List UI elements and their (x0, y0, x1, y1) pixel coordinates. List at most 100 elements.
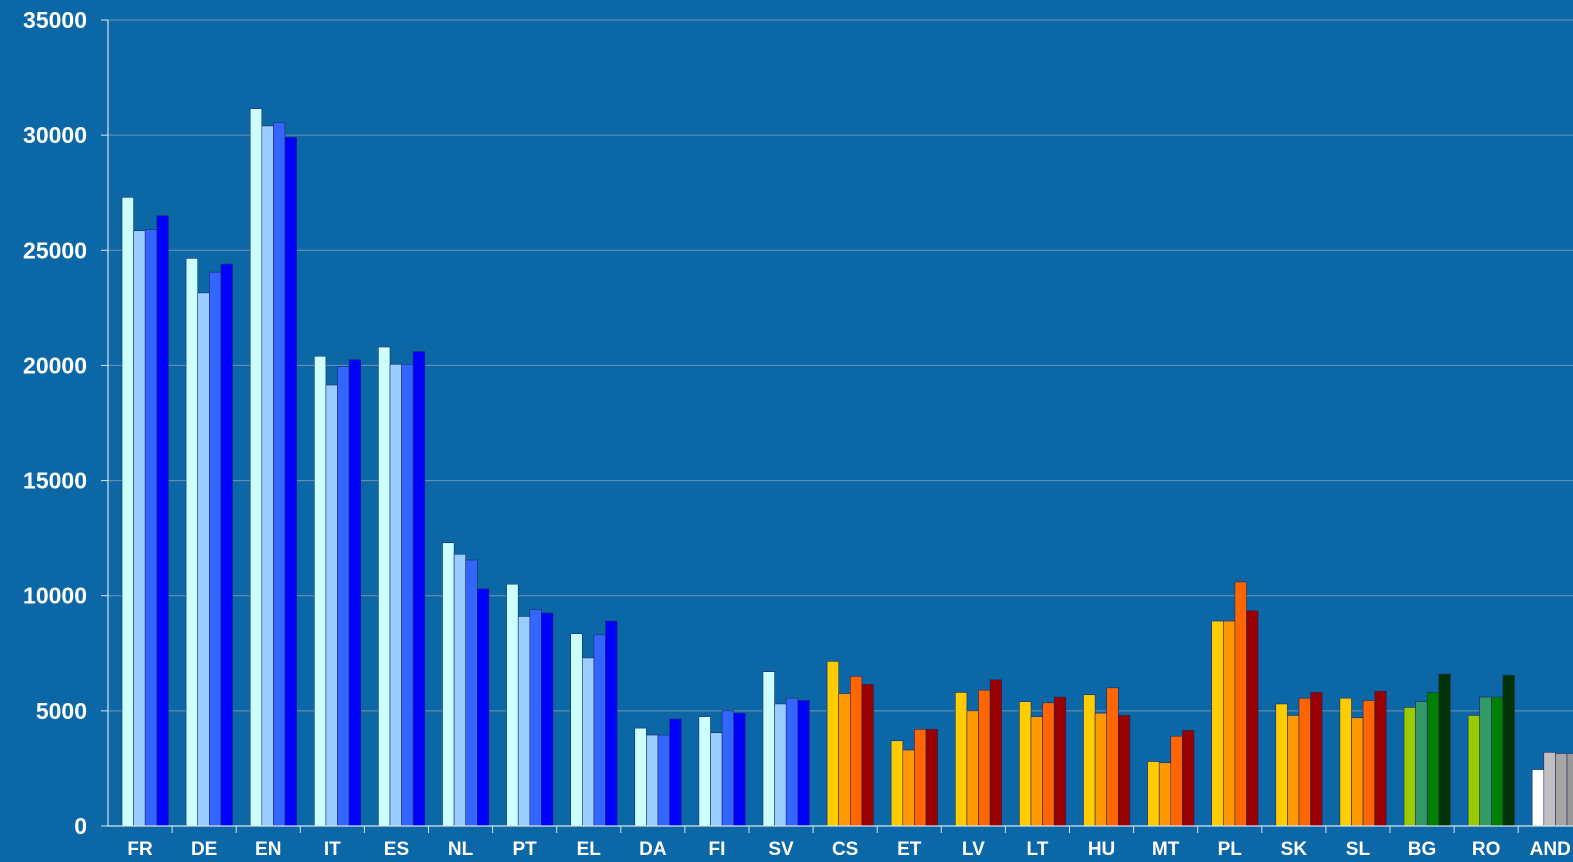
bar-fi-4 (733, 712, 746, 827)
bar-da-2 (646, 734, 659, 827)
bar-sl-2 (1351, 717, 1364, 827)
y-tick-label: 0 (74, 813, 87, 839)
bar-lv-1 (954, 692, 968, 827)
bar-sl-4 (1374, 690, 1387, 827)
bar-hu-2 (1094, 712, 1107, 827)
x-tick-label: DE (191, 839, 217, 860)
bar-lt-4 (1053, 696, 1067, 827)
bar-lt-2 (1030, 716, 1043, 827)
x-tick-label: ES (384, 839, 409, 860)
bar-sv-4 (797, 700, 810, 827)
bar-el-3 (593, 634, 606, 827)
bar-pl-2 (1223, 620, 1236, 827)
x-tick-label: EL (577, 839, 602, 860)
x-tick-label: DA (639, 839, 667, 860)
bar-da-1 (634, 727, 647, 827)
bar-cs-1 (826, 661, 839, 827)
x-tick-label: RO (1472, 839, 1501, 860)
x-tick-label: EN (255, 839, 281, 860)
bar-sk-3 (1298, 697, 1311, 827)
bar-lv-4 (989, 679, 1002, 827)
bar-mt-1 (1147, 761, 1160, 827)
axes (101, 19, 1573, 833)
bar-bg-3 (1426, 692, 1440, 827)
bar-mt-2 (1158, 762, 1172, 827)
bar-and-4 (1566, 753, 1573, 827)
x-axis-tick-labels: FR DE EN IT ES NL PT EL DA FI SV CS ET LV LT HU MT PL SK SL… (127, 839, 1570, 860)
bar-nl-2 (453, 553, 467, 827)
bar-sv-3 (785, 697, 799, 827)
bar-pt-1 (506, 583, 519, 827)
x-tick-label: PT (513, 839, 538, 860)
bar-fi-1 (698, 716, 711, 827)
bar-sl-1 (1339, 697, 1352, 827)
bar-sv-2 (774, 703, 787, 827)
x-tick-label: SV (768, 839, 794, 860)
bar-nl-4 (476, 588, 490, 827)
bar-sv-1 (762, 671, 775, 827)
bar-bg-1 (1403, 707, 1416, 827)
bar-cs-4 (861, 684, 874, 827)
bar-lt-3 (1042, 702, 1055, 827)
x-tick-label: LV (962, 839, 985, 860)
bar-sk-2 (1287, 715, 1300, 827)
bar-fr-4 (156, 215, 169, 827)
x-tick-label: IT (324, 839, 341, 860)
bar-ro-3 (1491, 696, 1504, 827)
bar-it-3 (337, 366, 350, 827)
bar-hu-4 (1118, 715, 1131, 827)
x-tick-label: BG (1408, 839, 1437, 860)
y-axis-tick-labels: 0 5000 10000 15000 20000 25000 30000 35000 (23, 7, 87, 839)
bar-pl-4 (1246, 610, 1259, 827)
bar-et-4 (925, 728, 938, 827)
bar-sk-4 (1310, 692, 1323, 827)
bar-mt-3 (1170, 735, 1183, 827)
bar-de-1 (185, 258, 199, 827)
bar-hu-1 (1083, 694, 1096, 827)
y-tick-label: 25000 (23, 237, 87, 263)
bar-es-4 (412, 351, 426, 827)
bar-it-4 (348, 359, 362, 827)
y-tick-label: 5000 (36, 698, 87, 724)
bar-lv-2 (966, 710, 979, 827)
y-tick-label: 10000 (23, 583, 87, 609)
x-tick-label: MT (1152, 839, 1180, 860)
bar-bg-4 (1438, 673, 1451, 827)
bar-es-1 (378, 346, 391, 827)
bar-el-4 (605, 620, 618, 827)
bar-fr-1 (121, 197, 134, 827)
x-tick-label: LT (1027, 839, 1049, 860)
bar-en-4 (284, 137, 297, 827)
bar-da-4 (669, 718, 682, 827)
y-tick-label: 35000 (23, 7, 87, 33)
bar-and-1 (1531, 769, 1545, 827)
x-tick-label: SL (1346, 839, 1371, 860)
bar-lt-1 (1019, 701, 1032, 827)
x-tick-label: AND (1530, 839, 1571, 860)
bar-da-3 (657, 734, 670, 827)
bar-marks (121, 108, 1573, 827)
x-tick-label: HU (1088, 839, 1115, 860)
bar-et-3 (914, 728, 927, 827)
bar-et-2 (902, 749, 915, 827)
bar-pt-3 (529, 609, 542, 827)
bar-and-3 (1555, 753, 1568, 827)
bar-cs-2 (838, 693, 851, 827)
bar-de-2 (197, 292, 210, 827)
bar-de-3 (209, 271, 222, 827)
bar-sl-3 (1362, 700, 1375, 827)
bar-it-1 (313, 355, 327, 827)
bar-cs-3 (849, 676, 863, 827)
bar-fr-3 (144, 229, 158, 827)
bar-nl-1 (442, 542, 455, 827)
y-tick-label: 20000 (23, 352, 87, 378)
bar-hu-3 (1106, 687, 1119, 827)
bar-pt-2 (517, 616, 531, 827)
bar-ro-2 (1479, 696, 1492, 827)
y-tick-label: 30000 (23, 122, 87, 148)
bar-and-2 (1543, 752, 1556, 827)
bar-en-3 (273, 122, 286, 827)
bar-lv-3 (978, 689, 991, 827)
x-tick-label: ET (897, 839, 922, 860)
